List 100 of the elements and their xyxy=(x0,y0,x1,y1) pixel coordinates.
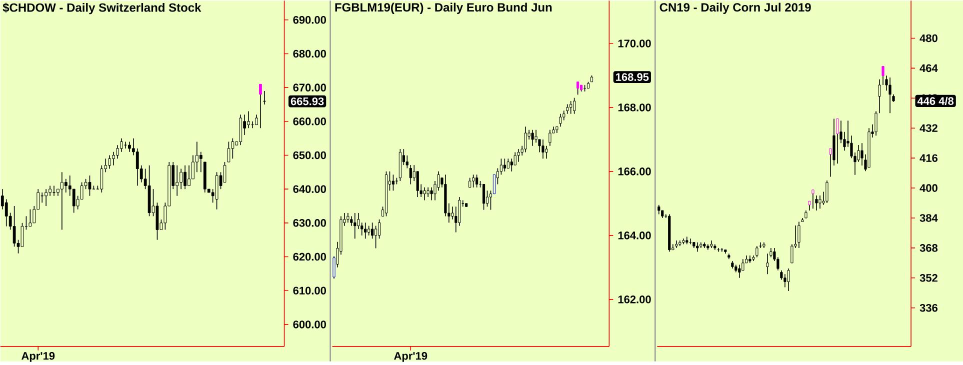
candlestick xyxy=(136,148,139,186)
candlestick xyxy=(545,145,548,159)
y-tick-label: 464 xyxy=(920,64,938,72)
chart-title: CN19 - Daily Corn Jul 2019 xyxy=(660,2,811,14)
text: 446 4/8 xyxy=(917,96,954,105)
candlestick xyxy=(128,141,131,152)
candlestick xyxy=(368,225,370,236)
candlestick xyxy=(64,178,68,193)
y-tick-label: 432 xyxy=(920,124,938,132)
candlestick xyxy=(354,212,356,239)
candlestick xyxy=(812,189,814,209)
candlestick xyxy=(223,161,226,183)
candlestick xyxy=(798,221,800,248)
candlestick xyxy=(542,138,544,159)
candlestick xyxy=(116,144,119,159)
x-tick-label: Apr'19 xyxy=(394,352,428,362)
y-tick-label: 168.00 xyxy=(618,103,651,112)
y-tick-label: 416 xyxy=(920,154,938,162)
y-tick-label: 670.00 xyxy=(293,84,326,92)
y-tick-label: 162.00 xyxy=(618,295,651,304)
candlestick xyxy=(120,138,123,152)
candlestick xyxy=(548,129,552,146)
candlestick xyxy=(476,174,478,188)
y-tick-label: 690.00 xyxy=(293,16,326,24)
y-tick-label: 166.00 xyxy=(618,167,651,176)
y-tick-label: 620.00 xyxy=(293,252,326,261)
candlestick xyxy=(199,151,202,172)
y-tick-label: 630.00 xyxy=(293,218,326,227)
chart-title: FGBLM19(EUR) - Daily Euro Bund Jun xyxy=(335,2,552,14)
candlestick xyxy=(531,129,534,146)
candlestick xyxy=(423,186,426,201)
text: 665.93 xyxy=(290,97,324,106)
candlestick xyxy=(48,185,52,196)
candlestick xyxy=(247,110,250,128)
y-tick-label: 600.00 xyxy=(293,320,326,328)
candlestick xyxy=(815,194,818,211)
candlestick xyxy=(100,164,104,193)
candlestick xyxy=(492,174,496,194)
candlestick xyxy=(255,114,258,126)
candlestick xyxy=(374,225,378,248)
candlestick xyxy=(482,184,486,210)
candlestick xyxy=(259,84,262,128)
candlestick xyxy=(44,188,48,206)
candlestick xyxy=(576,81,580,95)
candlestick xyxy=(60,172,64,230)
candlestick xyxy=(231,138,234,159)
candlestick xyxy=(510,158,513,172)
candlestick xyxy=(392,174,395,191)
candlestick xyxy=(426,186,430,198)
y-tick-label: 640.00 xyxy=(293,185,326,193)
y-tick-label: 680.00 xyxy=(293,50,326,58)
candlestick xyxy=(570,100,572,114)
candlestick xyxy=(472,174,475,188)
candlestick xyxy=(112,151,116,166)
candlestick xyxy=(227,141,230,162)
candlestick xyxy=(506,158,510,169)
y-tick-label: 368 xyxy=(920,244,938,252)
candlestick xyxy=(500,158,502,175)
candlestick xyxy=(534,129,538,143)
y-tick-label: 336 xyxy=(920,304,938,312)
candlestick xyxy=(180,168,183,190)
y-tick-label: 610.00 xyxy=(293,286,326,294)
y-tick-label: 650.00 xyxy=(293,151,326,160)
candlestick xyxy=(430,186,433,201)
candlestick xyxy=(176,164,179,196)
y-tick-label: 480 xyxy=(920,34,938,42)
candlestick xyxy=(378,218,381,239)
candlestick xyxy=(888,77,892,114)
y-tick-label: 400 xyxy=(920,184,938,192)
candlestick xyxy=(756,246,758,258)
candlestick xyxy=(346,212,350,223)
candlestick xyxy=(20,222,24,247)
candlestick xyxy=(517,148,520,162)
candlestick xyxy=(738,264,741,278)
candlestick xyxy=(409,164,412,185)
y-tick-label: 352 xyxy=(920,274,938,282)
chart-title: $CHDOW - Daily Switzerland Stock xyxy=(2,2,202,14)
candlestick xyxy=(12,205,16,247)
y-tick-label: 170.00 xyxy=(618,39,651,48)
candlestick xyxy=(524,126,527,153)
candlestick xyxy=(573,97,576,114)
text: 168.95 xyxy=(616,73,649,81)
candlestick xyxy=(836,118,839,164)
candlestick xyxy=(559,113,562,127)
y-tick-label: 660.00 xyxy=(293,117,326,126)
candlestick xyxy=(787,268,790,292)
candlestick xyxy=(188,164,190,186)
candlestick xyxy=(468,177,472,188)
candlestick xyxy=(784,274,786,288)
candlestick xyxy=(156,202,159,240)
candlestick xyxy=(72,188,76,214)
candlestick xyxy=(108,154,112,170)
candlestick xyxy=(184,164,186,190)
candlestick xyxy=(28,208,32,227)
candlestick xyxy=(215,172,218,210)
y-tick-label: 384 xyxy=(920,214,938,222)
x-tick-label: Apr'19 xyxy=(22,352,55,362)
candlestick xyxy=(874,110,878,136)
candlestick xyxy=(364,222,367,239)
candlestick xyxy=(658,204,660,215)
